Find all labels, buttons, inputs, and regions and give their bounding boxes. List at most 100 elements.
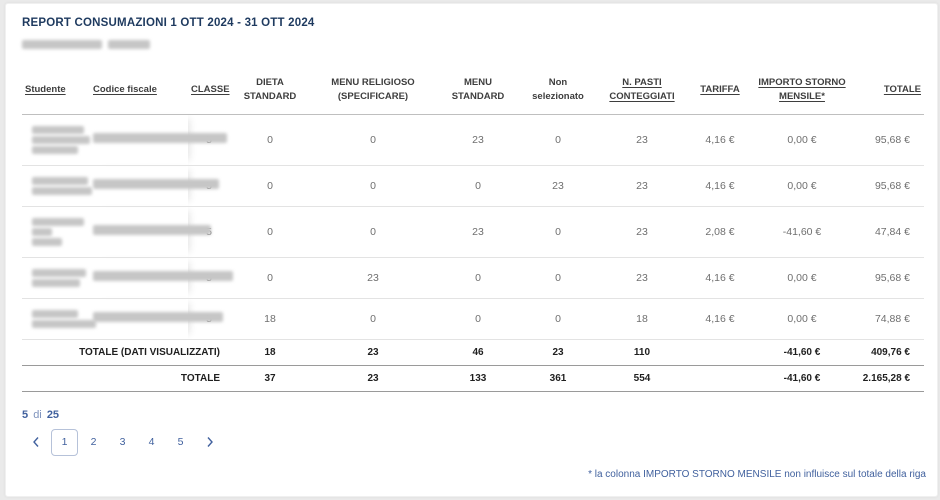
cell-non_selezionato: 0 <box>520 206 596 258</box>
redacted-text-block <box>32 217 84 226</box>
column-header-non_selezionato: Non selezionato <box>520 70 596 115</box>
redacted-text-block <box>32 309 78 318</box>
totals-visible-pasti: 110 <box>596 338 688 366</box>
totals-visible-dieta: 18 <box>230 338 310 366</box>
pagination-page-4[interactable]: 4 <box>138 429 165 456</box>
pagination-summary: 5 di 25 <box>22 409 922 421</box>
cell-menu_standard: 0 <box>436 298 520 340</box>
cell-n_pasti: 23 <box>596 206 688 258</box>
pagination-prev-button[interactable] <box>22 429 49 456</box>
redacted-text-block <box>32 237 62 246</box>
chevron-right-icon <box>206 437 213 447</box>
column-header-n_pasti[interactable]: N. PASTI CONTEGGIATI <box>596 70 688 115</box>
student-name-redacted <box>22 206 90 258</box>
column-header-importo_storno[interactable]: IMPORTO STORNO MENSILE* <box>752 70 852 115</box>
column-header-totale[interactable]: TOTALE <box>852 70 924 115</box>
redacted-text-block <box>32 278 80 287</box>
totals-all-storno: -41,60 € <box>752 365 852 392</box>
redacted-text-block <box>93 225 211 235</box>
student-name-redacted <box>22 165 92 207</box>
totals-visible-non-selezionato: 23 <box>520 338 596 366</box>
cell-importo_storno: 0,00 € <box>752 165 852 207</box>
report-card: REPORT CONSUMAZIONI 1 OTT 2024 - 31 OTT … <box>5 3 938 497</box>
column-header-dieta_standard: DIETA STANDARD <box>230 70 310 115</box>
cell-tariffa: 4,16 € <box>688 298 752 340</box>
chevron-left-icon <box>32 437 39 447</box>
pagination-total-count: 25 <box>46 408 60 421</box>
student-name-redacted <box>22 257 90 299</box>
cell-menu_standard: 23 <box>436 114 520 166</box>
cell-n_pasti: 18 <box>596 298 688 340</box>
cell-menu_religioso: 0 <box>310 206 436 258</box>
cell-non_selezionato: 0 <box>520 257 596 299</box>
cell-totale: 95,68 € <box>852 257 924 299</box>
cell-non_selezionato: 0 <box>520 298 596 340</box>
cell-menu_standard: 23 <box>436 206 520 258</box>
redacted-text-block <box>22 40 102 49</box>
column-header-menu_standard: MENU STANDARD <box>436 70 520 115</box>
cell-tariffa: 4,16 € <box>688 165 752 207</box>
student-name-redacted <box>22 298 96 340</box>
cell-importo_storno: -41,60 € <box>752 206 852 258</box>
cell-importo_storno: 0,00 € <box>752 114 852 166</box>
redacted-text-block <box>32 227 52 236</box>
cell-non_selezionato: 23 <box>520 165 596 207</box>
cell-tariffa: 4,16 € <box>688 257 752 299</box>
totals-all-religioso: 23 <box>310 365 436 392</box>
student-row: 500023234,16 €0,00 €95,68 € <box>22 165 924 207</box>
cell-menu_religioso: 23 <box>310 257 436 299</box>
totals-visible-menu-standard: 46 <box>436 338 520 366</box>
redacted-text-block <box>32 268 86 277</box>
cell-totale: 47,84 € <box>852 206 924 258</box>
storno-footnote: * la colonna IMPORTO STORNO MENSILE non … <box>588 469 926 480</box>
pagination-page-3[interactable]: 3 <box>109 429 136 456</box>
cell-dieta_standard: 0 <box>230 206 310 258</box>
redacted-text-block <box>32 135 90 144</box>
cell-dieta_standard: 0 <box>230 114 310 166</box>
student-row: 518000184,16 €0,00 €74,88 € <box>22 298 924 340</box>
cell-menu_standard: 0 <box>436 165 520 207</box>
column-header-codice_fiscale[interactable]: Codice fiscale <box>90 70 188 115</box>
redacted-text-block <box>32 145 78 154</box>
redacted-text-block <box>32 186 92 195</box>
cell-tariffa: 4,16 € <box>688 114 752 166</box>
table-body: 500230234,16 €0,00 €95,68 €500023234,16 … <box>22 114 924 340</box>
totals-visible-row: TOTALE (DATI VISUALIZZATI) 18 23 46 23 1… <box>22 338 924 366</box>
table-header-row: Studente Codice fiscale CLASSE DIETA STANDA… <box>22 70 924 115</box>
cell-dieta_standard: 0 <box>230 257 310 299</box>
student-row: 502300234,16 €0,00 €95,68 € <box>22 257 924 299</box>
column-header-classe[interactable]: CLASSE <box>188 70 230 115</box>
pagination-next-button[interactable] <box>196 429 223 456</box>
school-name-redacted <box>22 40 922 49</box>
pagination-page-1[interactable]: 1 <box>51 428 78 456</box>
pagination-page-5[interactable]: 5 <box>167 429 194 456</box>
cell-dieta_standard: 18 <box>230 298 310 340</box>
codice-fiscale-redacted <box>90 257 233 299</box>
totals-all-label: TOTALE <box>22 365 230 392</box>
totals-all-dieta: 37 <box>230 365 310 392</box>
redacted-text-block <box>32 319 96 328</box>
column-header-menu_religioso: MENU RELIGIOSO (SPECIFICARE) <box>310 70 436 115</box>
redacted-text-block <box>108 40 150 49</box>
totals-visible-totale: 409,76 € <box>852 338 924 366</box>
codice-fiscale-redacted <box>90 114 227 166</box>
pagination-page-2[interactable]: 2 <box>80 429 107 456</box>
totals-all-pasti: 554 <box>596 365 688 392</box>
redacted-text-block <box>93 312 223 322</box>
redacted-text-block <box>93 179 219 189</box>
totals-visible-religioso: 23 <box>310 338 436 366</box>
column-header-tariffa[interactable]: TARIFFA <box>688 70 752 115</box>
report-title: REPORT CONSUMAZIONI 1 OTT 2024 - 31 OTT … <box>22 17 315 29</box>
redacted-text-block <box>32 176 88 185</box>
cell-n_pasti: 23 <box>596 165 688 207</box>
codice-fiscale-redacted <box>90 206 211 258</box>
totals-visible-storno: -41,60 € <box>752 338 852 366</box>
totals-all-tariffa <box>688 365 752 392</box>
cell-importo_storno: 0,00 € <box>752 298 852 340</box>
cell-importo_storno: 0,00 € <box>752 257 852 299</box>
column-header-studente[interactable]: Studente <box>22 70 90 115</box>
redacted-text-block <box>32 125 84 134</box>
redacted-text-block <box>93 133 227 143</box>
totals-visible-label: TOTALE (DATI VISUALIZZATI) <box>22 338 230 366</box>
